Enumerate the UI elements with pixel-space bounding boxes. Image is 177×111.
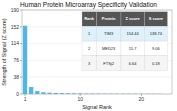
table-text: 9.06 bbox=[152, 46, 161, 51]
table-cell bbox=[144, 12, 167, 27]
table-text: 3 bbox=[88, 61, 91, 66]
table-text: 0.18 bbox=[152, 61, 161, 66]
bars bbox=[23, 26, 162, 94]
table-cell bbox=[96, 12, 121, 27]
table-cell bbox=[82, 41, 96, 56]
table-text: 6.64 bbox=[129, 61, 138, 66]
y-tick-label: 190 bbox=[11, 7, 20, 13]
table-text: S score bbox=[149, 16, 164, 21]
table-text: TIM3 bbox=[104, 31, 114, 36]
bar bbox=[23, 26, 27, 94]
y-tick-label: 76 bbox=[13, 57, 19, 63]
table-cell bbox=[96, 56, 121, 71]
y-tick bbox=[20, 94, 22, 95]
table-cell bbox=[82, 26, 96, 41]
table-cell bbox=[121, 26, 144, 41]
table-cell bbox=[121, 56, 144, 71]
table-cell bbox=[82, 12, 96, 27]
y-tick bbox=[20, 10, 22, 11]
y-axis-label: Strength of Signal (Z score) bbox=[1, 18, 7, 85]
grid-line bbox=[22, 77, 172, 78]
chart: 0 38 76 114 152 190 1 10 20 Rank Protein Z score S s… bbox=[0, 0, 177, 111]
bar bbox=[35, 91, 39, 94]
x-tick-label: 10 bbox=[77, 96, 83, 102]
table-text: Z score bbox=[126, 16, 141, 21]
y-tick-label: 152 bbox=[11, 24, 20, 30]
table-cell bbox=[121, 41, 144, 56]
x-tick-label: 20 bbox=[139, 96, 145, 102]
y-tick bbox=[20, 43, 22, 44]
y-tick bbox=[20, 77, 22, 78]
table-cell bbox=[82, 56, 96, 71]
table-text: 1 bbox=[88, 31, 91, 36]
table-cell bbox=[144, 26, 167, 41]
bar bbox=[41, 92, 45, 94]
table-text: FTSj2 bbox=[103, 61, 114, 66]
x-axis-label: Signal Rank bbox=[82, 104, 112, 110]
plot-frame bbox=[22, 10, 172, 94]
table-cell bbox=[121, 12, 144, 27]
y-tick-label: 114 bbox=[11, 40, 19, 46]
table-cell bbox=[96, 41, 121, 56]
table-cell bbox=[144, 56, 167, 71]
table-text: 15.7 bbox=[129, 46, 138, 51]
table-text: 138.74 bbox=[150, 31, 163, 36]
bar bbox=[29, 87, 33, 94]
y-tick-label: 38 bbox=[13, 74, 19, 80]
table-cell bbox=[96, 26, 121, 41]
x-tick-label: 1 bbox=[24, 96, 27, 102]
y-tick-label: 0 bbox=[16, 91, 19, 97]
table-text: MED23 bbox=[102, 46, 116, 51]
y-tick bbox=[20, 26, 22, 27]
table-text: 154.44 bbox=[127, 31, 140, 36]
table-text: Protein bbox=[102, 16, 116, 21]
table-text: 2 bbox=[88, 46, 91, 51]
table-cell bbox=[144, 41, 167, 56]
title: Human Protein Microarray Specificity Val… bbox=[20, 1, 157, 9]
y-tick bbox=[20, 60, 22, 61]
table-text: Rank bbox=[84, 16, 95, 21]
